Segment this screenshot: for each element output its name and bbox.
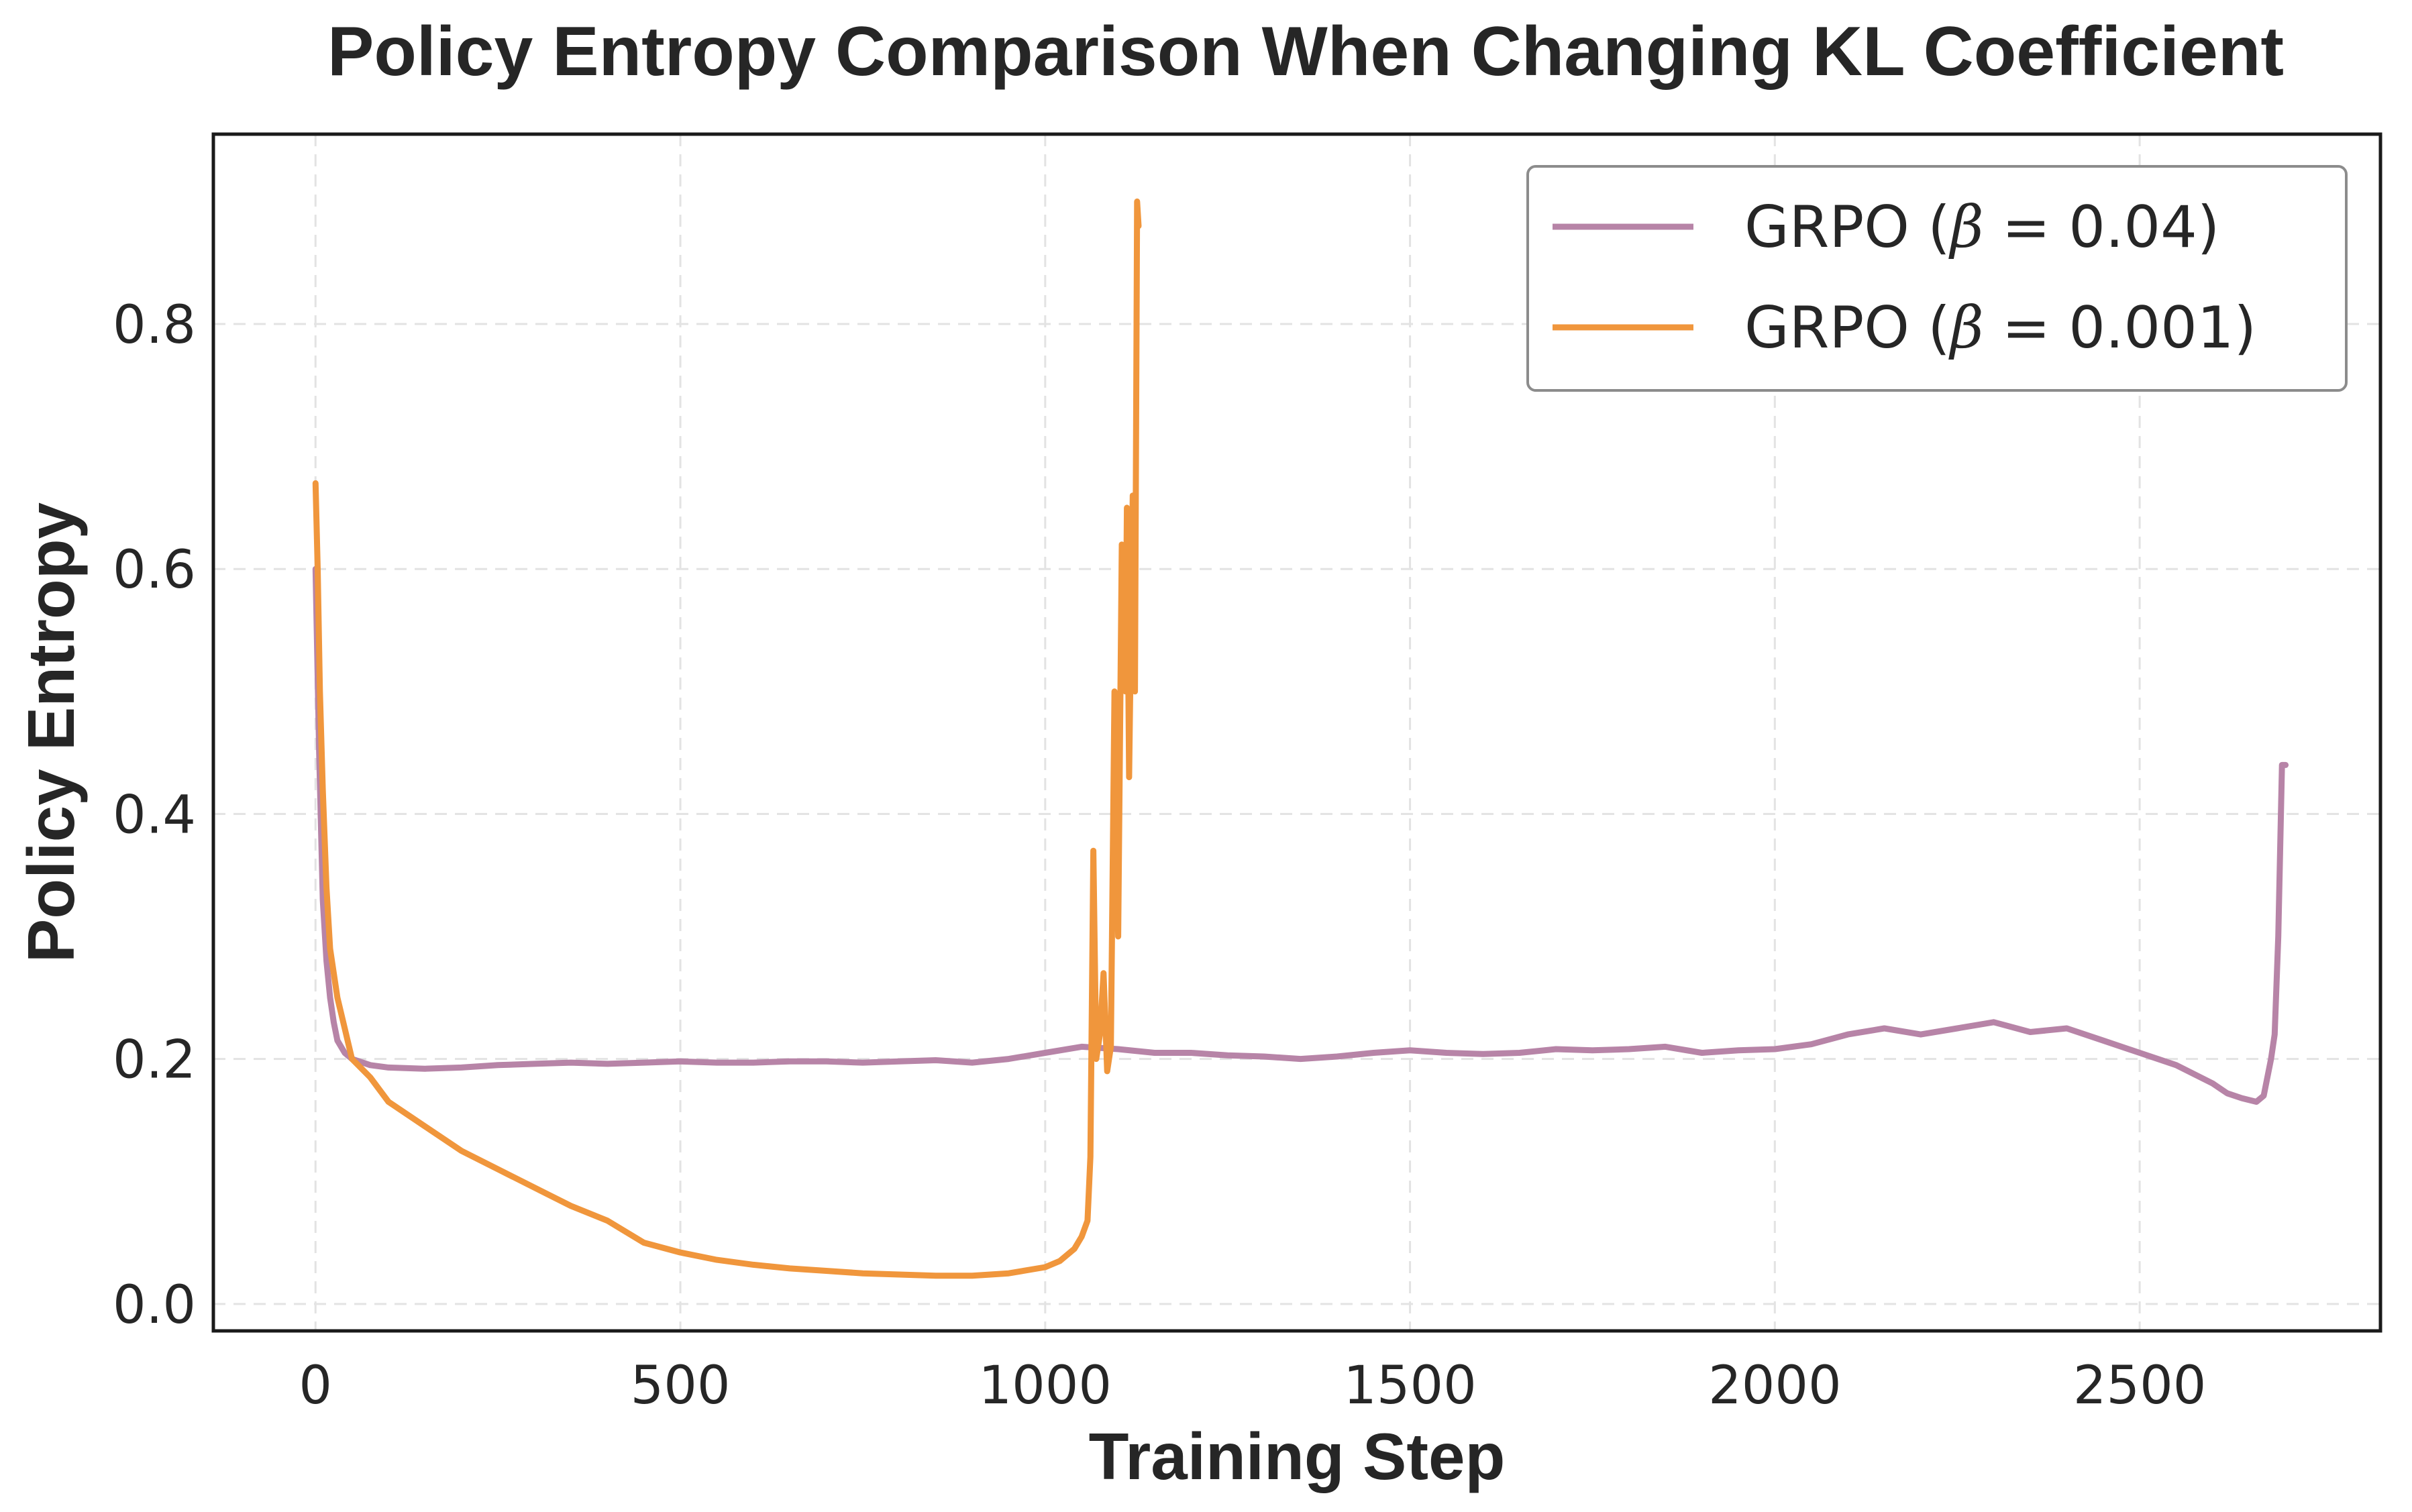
series-line-0 (312, 565, 2289, 1105)
chart-title: Policy Entropy Comparison When Changing … (327, 13, 2284, 91)
x-tick-label: 500 (631, 1356, 731, 1416)
x-tick-label: 2500 (2073, 1356, 2207, 1416)
x-tick-label: 1000 (979, 1356, 1112, 1416)
y-axis-ticks: 0.0 0.2 0.4 0.6 0.8 (113, 295, 196, 1336)
x-tick-label: 1500 (1343, 1356, 1477, 1416)
y-tick-label: 0.6 (113, 540, 196, 600)
x-axis-label: Training Step (1089, 1419, 1506, 1493)
plot-frame (211, 132, 2382, 1333)
y-tick-label: 0.2 (113, 1030, 196, 1091)
x-tick-label: 2000 (1708, 1356, 1842, 1416)
series-line-1 (312, 198, 1142, 1279)
y-tick-label: 0.4 (113, 785, 196, 845)
x-tick-label: 0 (299, 1356, 332, 1416)
legend-label-grpo-0.04: GRPO (β = 0.04) (1744, 194, 2219, 261)
y-tick-label: 0.8 (113, 295, 196, 356)
grid (213, 134, 2380, 1331)
legend-box (1526, 165, 2348, 392)
x-axis-ticks: 0 500 1000 1500 2000 2500 (299, 1356, 2206, 1416)
y-tick-label: 0.0 (113, 1275, 196, 1336)
legend-label-grpo-0.001: GRPO (β = 0.001) (1744, 294, 2256, 362)
y-axis-label: Policy Entropy (14, 502, 88, 963)
series-layer (312, 198, 2289, 1279)
legend: GRPO (β = 0.04) GRPO (β = 0.001) (1526, 165, 2348, 392)
